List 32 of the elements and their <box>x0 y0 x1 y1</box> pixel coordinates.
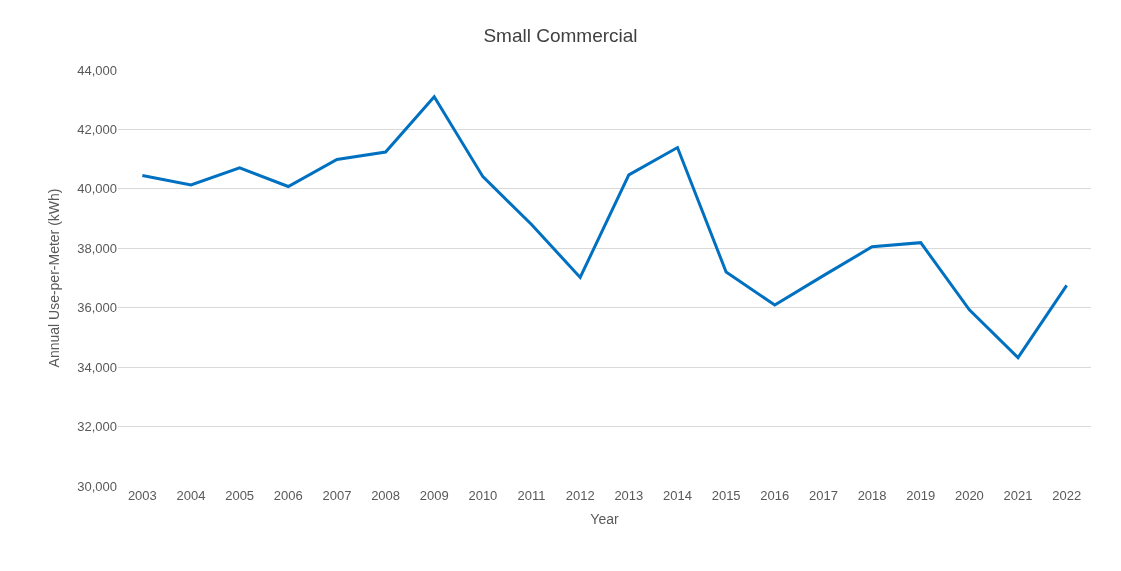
line-series <box>140 95 1069 360</box>
x-tick-label: 2011 <box>517 488 546 503</box>
x-tick-label: 2018 <box>857 488 887 503</box>
y-tick-label: 40,000 <box>77 181 117 197</box>
y-axis-title: Annual Use-per-Meter (kWh) <box>45 188 62 368</box>
x-tick-label: 2003 <box>127 488 157 503</box>
x-tick-label: 2010 <box>468 488 498 503</box>
x-tick-label: 2016 <box>760 488 790 503</box>
chart-title: Small Commercial <box>483 24 638 46</box>
x-tick-label: 2014 <box>663 488 692 503</box>
y-tick-label: 34,000 <box>77 359 117 375</box>
x-tick-label: 2007 <box>322 488 352 503</box>
y-tick-label: 44,000 <box>77 62 117 78</box>
y-tick-label: 42,000 <box>77 121 117 137</box>
x-tick-label: 2006 <box>273 488 303 503</box>
y-tick-label: 30,000 <box>77 478 117 494</box>
x-tick-label: 2013 <box>614 488 644 503</box>
y-tick-label: 32,000 <box>77 419 117 435</box>
x-tick-label: 2017 <box>808 488 838 503</box>
x-tick-label: 2021 <box>1003 488 1033 503</box>
x-tick-label: 2020 <box>954 488 984 503</box>
x-tick-label: 2005 <box>225 488 255 503</box>
x-tick-label: 2012 <box>565 488 595 503</box>
x-tick-label: 2022 <box>1052 488 1082 503</box>
x-tick-label: 2019 <box>906 488 936 503</box>
x-tick-label: 2009 <box>419 488 449 503</box>
x-tick-label: 2008 <box>371 488 401 503</box>
x-tick-label: 2015 <box>711 488 741 503</box>
x-axis-title: Year <box>590 511 619 528</box>
y-tick-label: 36,000 <box>77 300 117 316</box>
x-tick-label: 2004 <box>176 488 206 503</box>
y-tick-label: 38,000 <box>77 240 117 256</box>
